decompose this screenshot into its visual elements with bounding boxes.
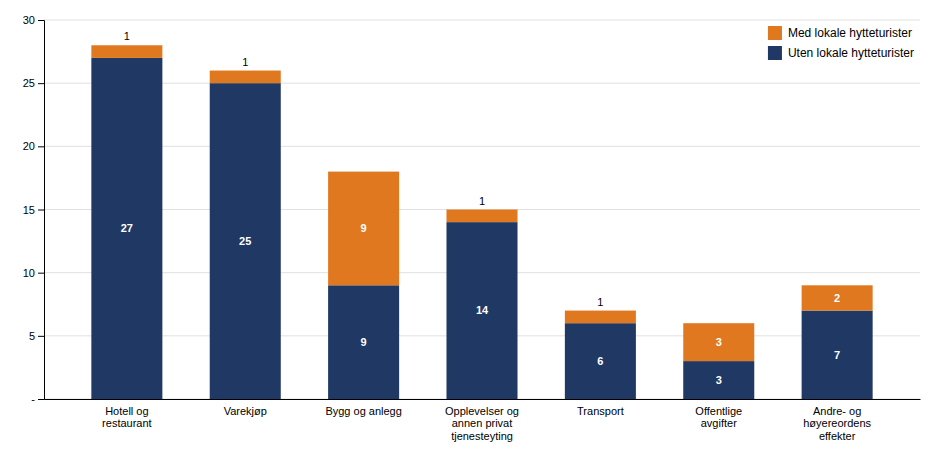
y-tick-mark	[38, 83, 44, 84]
bars	[91, 45, 872, 399]
bar-segment	[328, 285, 399, 399]
x-tick-label-line: høyereordens	[803, 417, 871, 429]
y-tick: 15	[23, 204, 44, 216]
y-tick-label: 25	[23, 77, 35, 89]
series-bars	[91, 58, 872, 399]
x-tick-label: Hotell ogrestaurant	[102, 405, 152, 430]
x-tick-label-line: effekter	[819, 430, 856, 442]
x-tick: Offentligeavgifter	[695, 405, 742, 430]
x-tick: Opplevelser ogannen privattjenesteyting	[445, 405, 519, 442]
bar-segment	[446, 210, 517, 223]
data-label: 1	[479, 195, 485, 207]
x-tick-label: Andre- oghøyereordenseffekter	[803, 405, 871, 442]
bar-segment	[802, 311, 873, 399]
grid	[44, 20, 920, 399]
x-tick: Varekjøp	[224, 405, 267, 417]
legend-item: Uten lokale hytteturister	[768, 46, 914, 60]
x-tick-label-line: Offentlige	[695, 405, 742, 417]
x-tick: Hotell ogrestaurant	[102, 405, 152, 430]
data-label: 3	[716, 374, 722, 386]
x-axis-line	[45, 399, 921, 400]
data-label: 3	[716, 336, 722, 348]
y-tick: -	[31, 393, 44, 405]
x-tick-label-line: Bygg og anlegg	[325, 405, 401, 417]
x-tick-label: Transport	[577, 405, 624, 417]
y-tick: 30	[23, 14, 44, 26]
data-label: 1	[597, 296, 603, 308]
x-tick: Bygg og anlegg	[325, 405, 401, 417]
x-tick-label-line: annen privat	[452, 417, 513, 429]
grid-line	[44, 146, 920, 147]
y-tick-label: 20	[23, 140, 35, 152]
y-tick-label: -	[31, 393, 35, 405]
grid-line	[44, 20, 920, 21]
y-tick-mark	[38, 210, 44, 211]
bar-segment	[565, 323, 636, 399]
data-label: 1	[124, 30, 130, 42]
data-label: 25	[239, 235, 251, 247]
bar-segment	[210, 83, 281, 399]
x-tick-label-line: Transport	[577, 405, 624, 417]
legend-label: Med lokale hytteturister	[788, 26, 912, 40]
x-tick-label-line: restaurant	[102, 417, 152, 429]
y-tick: 20	[23, 140, 44, 152]
y-tick-mark	[38, 336, 44, 337]
grid-line	[44, 83, 920, 84]
bar-segment	[91, 45, 162, 58]
bar-segment	[683, 361, 754, 399]
bar-segment	[91, 58, 162, 399]
x-tick-label-line: Varekjøp	[224, 405, 267, 417]
legend-swatch	[768, 46, 782, 60]
y-tick-label: 15	[23, 204, 35, 216]
data-label: 1	[242, 56, 248, 68]
legend-item: Med lokale hytteturister	[768, 26, 912, 40]
data-label: 2	[834, 292, 840, 304]
x-tick-label-line: Andre- og	[813, 405, 861, 417]
y-tick: 5	[29, 330, 44, 342]
x-tick-label: Opplevelser ogannen privattjenesteyting	[445, 405, 519, 442]
y-tick-mark	[38, 273, 44, 274]
y-tick-mark	[38, 20, 44, 21]
x-tick: Andre- oghøyereordenseffekter	[803, 405, 871, 442]
bar-segment	[565, 311, 636, 324]
data-label: 14	[476, 304, 489, 316]
y-tick-label: 30	[23, 14, 35, 26]
x-tick-label-line: tjenesteyting	[451, 430, 513, 442]
bar-segment	[328, 172, 399, 286]
y-tick: 25	[23, 77, 44, 89]
data-label: 27	[121, 222, 133, 234]
y-tick: 10	[23, 267, 44, 279]
y-tick-mark	[38, 399, 44, 400]
bar-segment	[802, 285, 873, 310]
x-tick-label-line: avgifter	[701, 417, 737, 429]
x-tick: Transport	[577, 405, 624, 417]
series-bars	[91, 45, 872, 361]
legend-swatch	[768, 26, 782, 40]
y-tick-mark	[38, 146, 44, 147]
x-tick-label-line: Hotell og	[105, 405, 148, 417]
plot-area: - 5 10 15 20 25 30 Hotell ogrestaurant Varekjøp B…	[23, 14, 921, 442]
bar-segment	[683, 323, 754, 361]
legend-label: Uten lokale hytteturister	[788, 46, 914, 60]
y-axis-line	[38, 21, 45, 400]
y-tick-label: 10	[23, 267, 35, 279]
y-axis: - 5 10 15 20 25 30	[23, 14, 45, 405]
x-tick-label: Offentligeavgifter	[695, 405, 742, 430]
legend: Med lokale hytteturister Uten lokale hytt…	[768, 26, 914, 60]
x-tick-label-line: Opplevelser og	[445, 405, 519, 417]
data-label: 9	[361, 222, 367, 234]
data-label: 6	[597, 355, 603, 367]
bar-segment	[446, 222, 517, 399]
x-tick-label: Bygg og anlegg	[325, 405, 401, 417]
data-label: 7	[834, 349, 840, 361]
data-label: 9	[361, 336, 367, 348]
chart: - 5 10 15 20 25 30 Hotell ogrestaurant Varekjøp B…	[0, 0, 944, 457]
x-tick-label: Varekjøp	[224, 405, 267, 417]
y-tick-label: 5	[29, 330, 35, 342]
data-labels: 27259146371191132	[121, 30, 840, 386]
x-axis: Hotell ogrestaurant Varekjøp Bygg og anleg…	[45, 400, 921, 443]
bar-segment	[210, 71, 281, 84]
